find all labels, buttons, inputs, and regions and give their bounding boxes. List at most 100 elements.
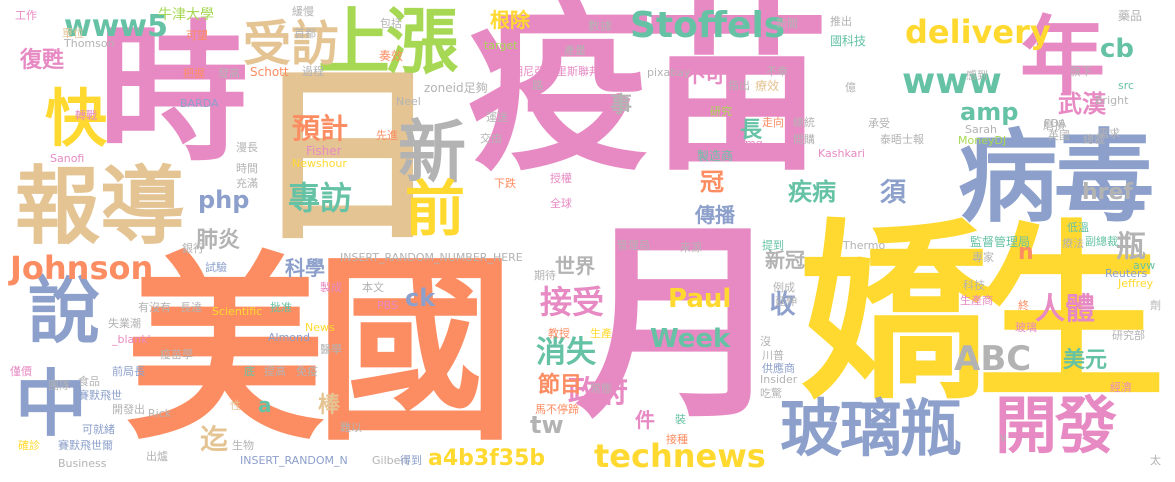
word-cloud-word: zoneid足夠 [424,81,488,95]
word-cloud-word: Gilbert [372,454,410,467]
word-cloud-word: 英國 [1048,129,1070,142]
word-cloud-word: 美元 [1063,348,1108,373]
word-cloud-word: 研究部 [1112,329,1145,342]
word-cloud-word: 緩慢 [292,5,314,18]
word-cloud-word: 全球 [550,197,572,210]
word-cloud-word: 科學 [285,256,325,280]
word-cloud-word: 新聞 [776,17,798,30]
word-cloud-word: 預計 [292,112,349,145]
word-cloud-word: 管理局 [617,239,650,252]
word-cloud-word: ABC [954,339,1032,379]
word-cloud-word: PBS [377,299,398,312]
word-cloud-word: INSERT_RANDOM_NUMBER_HERE [340,251,523,264]
word-cloud-word: Stoffels [630,5,786,46]
word-cloud-word: 開發 [995,389,1117,462]
word-cloud-word: Sarah [965,123,997,136]
word-cloud-word: 包括 [380,17,402,30]
word-cloud-word: 發高 [218,67,240,80]
word-cloud-word: img [742,137,763,150]
word-cloud-word: 下跌 [494,177,516,190]
word-cloud-word: 免疫 [296,365,318,378]
word-cloud-word: 開發出 [112,403,145,416]
word-cloud-word: 提到 [762,239,784,252]
word-cloud-word: 運送 [486,111,508,124]
word-cloud-word: 傳播 [695,203,735,227]
word-cloud-word: technews [594,437,766,475]
word-cloud-word: 專家 [972,251,994,264]
word-cloud-word: 經濟 [1110,381,1132,394]
word-cloud-word: 疫苗 [467,0,829,196]
word-cloud-word: 肺炎 [196,228,241,253]
word-cloud-word: 例成 [773,281,795,294]
word-cloud-word: 總裁 [1083,133,1105,146]
word-cloud-word: 交由 [480,132,502,145]
word-cloud-word: 日 [252,46,443,267]
word-cloud-word: 根除 [490,8,530,32]
word-cloud-word: 消失 [536,335,596,370]
word-cloud-word: 棒 [318,393,341,418]
word-cloud-word: 試驗 [205,261,227,274]
word-cloud-word: 不幸 [766,65,788,78]
word-cloud-word: 藥品 [1118,9,1143,23]
word-cloud-word: 間購 [793,133,815,146]
word-cloud-word: 時 [98,8,249,182]
word-cloud-word: Reuters [1105,267,1148,280]
word-cloud-word: 產量 [564,44,586,57]
word-cloud-word: pixabay [647,66,691,79]
word-cloud-word: tw [530,411,564,439]
word-cloud-word: 月 [575,202,786,447]
word-cloud-word: 長 [740,118,763,143]
word-cloud-word: News [305,321,335,334]
word-cloud-word: 奏效 [379,49,404,63]
word-cloud-word: 病毒 [958,119,1154,236]
word-cloud-word: Scientific [212,305,263,318]
word-cloud-word: 疫苗學 [160,348,193,361]
word-cloud-word: 磨損 [1043,119,1065,132]
word-cloud-word: 旗下 [1070,65,1092,78]
word-cloud-word: a4b3f35b [428,446,546,471]
word-cloud-word: 可就緒 [82,423,115,436]
word-cloud-word: FDA [1044,117,1067,130]
word-cloud-word: 前局長 [112,365,145,378]
word-cloud-word: 療法 [1062,237,1084,250]
word-cloud-word: 副總裁 [1085,235,1118,248]
word-cloud-word: Sanofi [50,152,85,165]
word-cloud-word: php [198,186,250,214]
word-cloud-word: 沒 [760,335,771,348]
word-cloud-word: 可望 [186,29,208,42]
word-cloud-word: 年 [1020,8,1106,107]
word-cloud-word: 馬不停蹄 [535,403,579,416]
word-cloud-word: Rick [148,407,172,420]
word-cloud-word: Johnson [10,249,154,287]
word-cloud-word: 總統 [793,116,815,129]
word-cloud-word: Thomson [64,37,115,50]
word-cloud-word: 快 [45,82,108,155]
word-cloud-word: 牛津大學 [158,7,214,23]
word-cloud-word: 新 [398,114,467,193]
word-cloud-word: avw [1133,259,1156,272]
word-cloud-word: 研究 [710,105,732,118]
word-cloud-word: 難以 [340,421,362,434]
word-cloud-word: Thermo [843,239,886,252]
word-cloud-word: 接受 [540,283,605,321]
word-cloud-word: 過程 [302,65,324,78]
word-cloud-word: 轉戰 [75,109,97,122]
word-cloud-word: 得到 [400,454,422,467]
word-cloud-word: Insider [760,373,798,386]
word-cloud-word: 太 [1150,454,1161,467]
word-cloud-word: 劑 [1150,299,1161,312]
word-cloud-word: MoneyDJ [958,134,1007,147]
word-cloud-word: 銀行 [182,242,204,255]
word-cloud-word: Business [58,457,107,470]
word-cloud-word: 美國 [125,235,515,468]
word-cloud-word: cb [1100,34,1135,64]
word-cloud-word: Fisher [306,144,342,158]
word-cloud-word: BARDA [180,97,219,110]
word-cloud-word: a [258,393,272,417]
word-cloud-word: 川普 [762,349,784,362]
word-cloud-word: amp [960,98,1019,126]
word-cloud-word: delivery [905,13,1051,51]
word-cloud-word: 監督管理局 [970,235,1031,249]
word-cloud-word: Newshour [292,157,347,170]
